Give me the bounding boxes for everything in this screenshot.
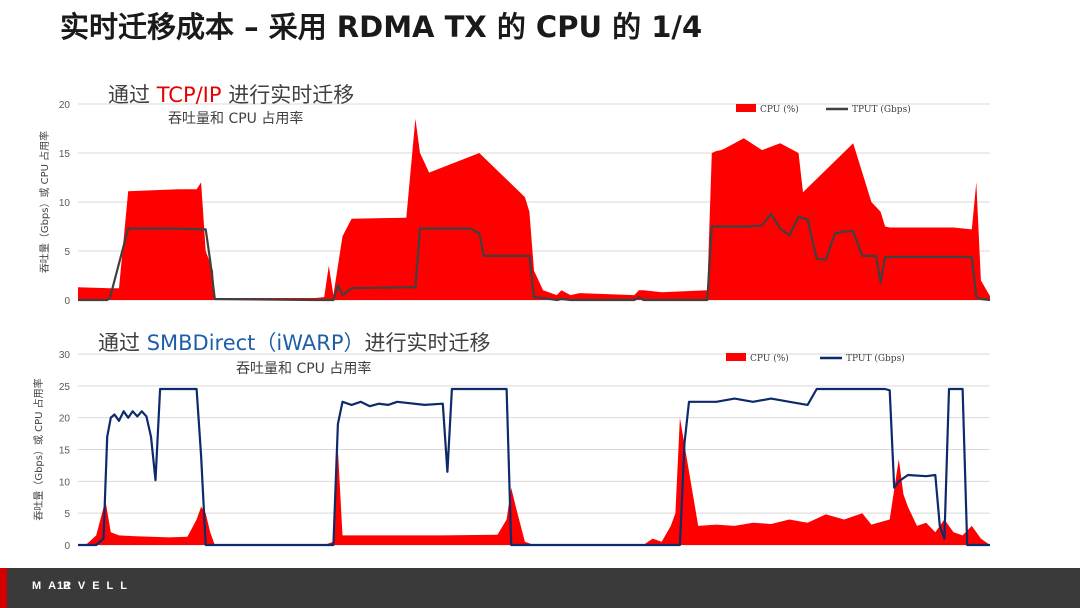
legend-cpu-label: CPU (%) xyxy=(760,104,799,115)
y-tick-label: 30 xyxy=(59,350,71,361)
legend-tput-label: TPUT (Gbps) xyxy=(852,104,911,115)
chart-title: 通过 TCP/IP 进行实时迁移 xyxy=(108,83,354,107)
throughput-line-series xyxy=(78,212,991,302)
y-tick-label: 20 xyxy=(59,414,71,425)
y-tick-label: 10 xyxy=(59,198,71,209)
page-number: 12 xyxy=(57,580,70,592)
legend-cpu-swatch xyxy=(726,353,746,361)
chart-title: 通过 SMBDirect（iWARP）进行实时迁移 xyxy=(98,331,491,355)
chart-subtitle: 吞吐量和 CPU 占用率 xyxy=(236,360,371,377)
y-tick-label: 0 xyxy=(64,541,70,552)
chart-subtitle: 吞吐量和 CPU 占用率 xyxy=(168,110,303,127)
footer-bar: MARVELL 12 xyxy=(0,568,1080,608)
y-tick-label: 20 xyxy=(59,100,71,111)
y-tick-label: 15 xyxy=(59,446,71,457)
y-axis-label: 吞吐量（Gbps）或 CPU 占用率 xyxy=(32,378,45,520)
y-tick-label: 5 xyxy=(64,509,70,520)
y-tick-label: 15 xyxy=(59,149,71,160)
brand-logo: MARVELL xyxy=(32,580,134,592)
y-tick-label: 0 xyxy=(64,296,70,307)
throughput-line-series xyxy=(78,387,990,547)
y-tick-label: 5 xyxy=(64,247,70,258)
legend-tput-label: TPUT (Gbps) xyxy=(846,353,905,364)
smbdirect-chart: 0 5 10 15 20 25 30 通过 SMBDirect（iWARP）进行实时迁移吞吐量… xyxy=(32,331,990,552)
chart-title-highlight: TCP/IP xyxy=(156,83,222,107)
y-axis-label: 吞吐量（Gbps）或 CPU 占用率 xyxy=(38,131,51,273)
footer-accent xyxy=(0,568,7,608)
y-tick-label: 25 xyxy=(59,382,71,393)
chart-title-prefix: 通过 xyxy=(108,83,157,107)
legend-cpu-label: CPU (%) xyxy=(750,353,789,364)
cpu-area-series xyxy=(78,118,990,300)
slide-title: 实时迁移成本 – 采用 RDMA TX 的 CPU 的 1/4 xyxy=(60,10,703,44)
chart-title-suffix: 进行实时迁移 xyxy=(222,83,355,107)
y-tick-label: 10 xyxy=(59,477,71,488)
chart-title-prefix: 通过 xyxy=(98,331,147,355)
chart-title-highlight: SMBDirect（iWARP） xyxy=(147,331,365,355)
chart-title-suffix: 进行实时迁移 xyxy=(365,331,491,355)
cpu-area-series xyxy=(78,417,990,545)
legend-cpu-swatch xyxy=(736,104,756,112)
